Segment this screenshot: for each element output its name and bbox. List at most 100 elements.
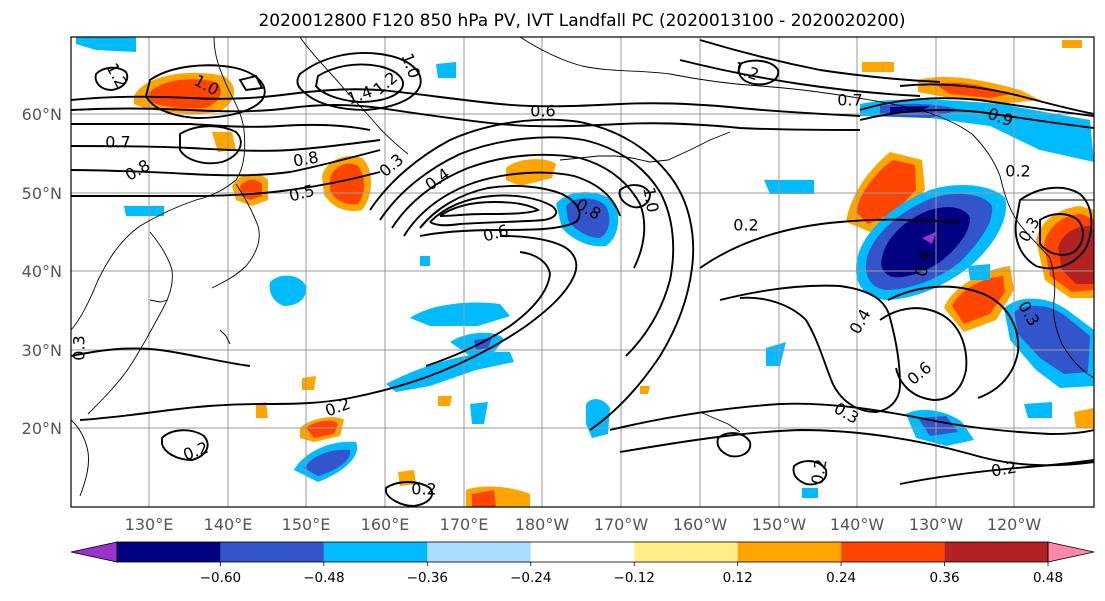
shade-topright-orange-2	[1062, 40, 1082, 48]
shade-misc-blue-5	[420, 256, 430, 266]
coast-se-asia	[71, 419, 89, 497]
contour-label: 0.2	[990, 457, 1018, 480]
pv-coast-loop-2	[1039, 213, 1084, 256]
coast-korea-china	[87, 231, 173, 415]
lon-tick-label: 160°E	[361, 515, 410, 534]
colorbar-tick-label: −0.12	[614, 570, 655, 586]
pv-ne-ridge-3	[887, 285, 1020, 399]
pv-jet-inner-3	[439, 201, 541, 217]
pv-small-loop-7	[618, 184, 651, 209]
pv-trough-lower	[79, 235, 578, 421]
shade-subtrop-red-1	[306, 420, 338, 438]
contour-label: 1.2	[731, 58, 761, 85]
pv-gulf-stream-5	[679, 59, 921, 97]
contour-label: 0.2	[411, 480, 436, 499]
lon-tick-label: 130°E	[125, 515, 174, 534]
colorbar-tick-label: 0.36	[930, 570, 960, 586]
pv-upper-loop-2	[314, 63, 404, 103]
pv-small-loop-5	[94, 66, 129, 91]
map-panel: 1.2 1.0 1.41.21.00.61.20.70.90.70.8 0.80.50…	[71, 37, 1094, 507]
contour-label: 0.4	[422, 164, 454, 194]
pv-contour	[71, 149, 381, 177]
pv-small-loop-2	[385, 481, 433, 507]
shade-misc-blue-2	[124, 206, 164, 216]
pv-jet-inner-2	[429, 194, 558, 227]
shade-nepac-red	[856, 160, 916, 224]
contour-label: 0.5	[287, 181, 317, 206]
shade-coast-far-brown	[1058, 226, 1094, 284]
contour-label: 0.3	[376, 150, 408, 181]
colorbar-swatch	[117, 542, 221, 562]
pv-gulf-stream-2	[859, 97, 1094, 117]
shade-nepac-purple	[922, 232, 936, 244]
latitude-axis: 60°N 50°N 40°N 30°N 20°N	[22, 105, 62, 438]
contour-label: 0.6	[481, 221, 511, 246]
pv-gulf-stream	[859, 109, 1094, 129]
colorbar: −0.60 −0.48 −0.36 −0.24 −0.12 0.12 0.24 0.36 0.4…	[70, 541, 1095, 586]
pv-okhotsk-inner	[238, 74, 264, 92]
pv-upper-loop	[296, 52, 422, 111]
pv-ne-low	[609, 402, 1094, 435]
coast-japan	[211, 183, 260, 289]
coast-islands-2	[219, 329, 231, 345]
colorbar-tick-label: −0.60	[200, 570, 241, 586]
contour-label: 0.6	[904, 358, 936, 389]
colorbar-tick-label: 0.24	[826, 570, 856, 586]
ivt-shading	[76, 37, 1094, 507]
pv-contour	[71, 88, 861, 117]
colorbar-swatch	[427, 542, 531, 562]
pv-trough-lower-2	[425, 251, 551, 367]
pv-ne-low-3	[899, 459, 1094, 485]
map-frame	[70, 36, 1095, 508]
pv-gulf-stream-4	[699, 39, 941, 83]
shade-topleft-blue	[76, 37, 136, 52]
shade-topright-orange	[862, 62, 894, 72]
contour-label: 0.2	[733, 216, 758, 235]
contour-label: 0.4	[911, 250, 934, 278]
pv-jet-inner-1	[419, 185, 581, 237]
colorbar-tick-label: −0.36	[407, 570, 448, 586]
shade-coast-red	[952, 276, 1005, 324]
contour-label: 0.7	[105, 133, 130, 152]
coast-aleutians	[559, 131, 731, 163]
pv-small-loop-4	[792, 460, 828, 486]
contour-label: 0.2	[807, 458, 830, 486]
shade-subtrop-orange-2	[256, 402, 268, 418]
lon-tick-label: 140°W	[830, 515, 885, 534]
colorbar-swatch	[634, 542, 738, 562]
pv-ne-low-2	[619, 429, 1094, 467]
shade-subtrop-dark-4	[474, 338, 492, 350]
colorbar-swatch	[323, 542, 428, 562]
shade-subtrop-dark-9	[918, 416, 958, 436]
pv-sw-loop	[179, 125, 242, 165]
pv-jet-2	[379, 136, 675, 357]
shade-subtrop-orange-6	[438, 396, 452, 406]
figure-title: 2020012800 F120 850 hPa PV, IVT Landfall…	[258, 11, 905, 31]
lon-tick-label: 140°E	[204, 515, 253, 534]
shade-subtrop-dark-5	[304, 449, 351, 476]
pv-jet-3	[391, 153, 646, 269]
colorbar-tick-label: −0.48	[303, 570, 344, 586]
shade-subtrop-blue-7	[470, 402, 488, 424]
contour-label: 0.8	[292, 147, 320, 170]
lon-tick-label: 170°W	[594, 515, 649, 534]
pv-contours	[71, 39, 1094, 507]
shade-alaska-red	[935, 82, 1010, 98]
contour-label: 1.0	[639, 186, 662, 214]
pv-jet-1	[369, 118, 695, 431]
shade-subtrop-orange-7	[640, 386, 650, 394]
colorbar-swatch	[530, 542, 635, 562]
lon-tick-label: 130°W	[909, 515, 964, 534]
lon-tick-label: 170°E	[440, 515, 489, 534]
coast-west-us	[1049, 257, 1094, 379]
colorbar-tick-label: 0.48	[1033, 570, 1063, 586]
shade-okhotsk-small	[212, 132, 236, 152]
pv-ne-ridge	[719, 284, 901, 413]
shade-kuril-red	[330, 163, 364, 205]
shade-subtrop-orange-8	[1074, 408, 1094, 428]
coast-hawaii	[699, 411, 741, 433]
colorbar-swatch	[220, 542, 324, 562]
lat-tick-label: 30°N	[22, 341, 62, 360]
colorbar-extend-low	[70, 541, 118, 563]
lat-tick-label: 60°N	[22, 105, 62, 124]
